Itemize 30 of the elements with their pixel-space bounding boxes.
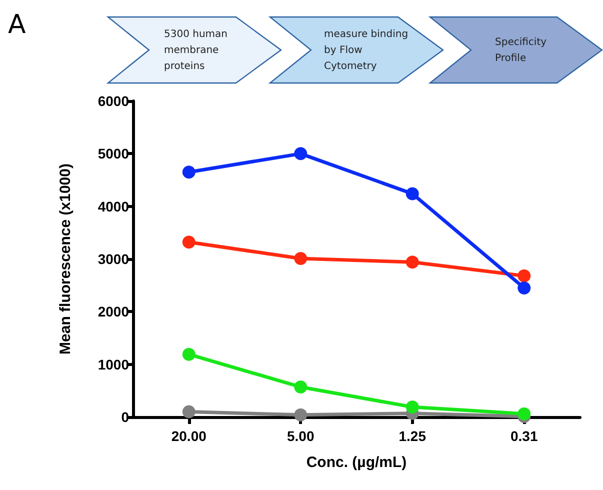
point xyxy=(406,256,419,269)
point xyxy=(294,380,308,394)
y-tick-label: 3000 xyxy=(98,251,130,267)
point xyxy=(294,252,308,265)
y-tick-label: 5000 xyxy=(98,146,130,162)
point xyxy=(406,400,419,414)
x-axis-title: Conc. (µg/mL) xyxy=(306,454,407,471)
point xyxy=(182,236,196,249)
x-tick-label: 5.00 xyxy=(287,428,314,444)
point xyxy=(294,147,308,160)
y-tick-label: 4000 xyxy=(98,198,130,214)
point xyxy=(294,408,308,422)
text: A xyxy=(8,10,26,40)
text: 5300 human membrane proteins xyxy=(164,28,229,74)
x-tick-label: 20.00 xyxy=(171,428,207,444)
y-axis-title: Mean fluorescence (x1000) xyxy=(57,164,74,354)
point xyxy=(518,407,531,420)
point xyxy=(518,269,531,282)
point xyxy=(182,405,196,418)
x-tick-label: 0.31 xyxy=(510,428,538,444)
text: Specificity Profile xyxy=(495,36,548,66)
point xyxy=(182,166,196,179)
y-tick-label: 2000 xyxy=(98,304,130,320)
text: measure binding by Flow Cytometry xyxy=(324,28,410,74)
y-tick-label: 6000 xyxy=(98,93,130,109)
point xyxy=(406,187,419,200)
point xyxy=(182,348,196,361)
point xyxy=(518,281,531,294)
y-tick-label: 1000 xyxy=(98,356,130,372)
x-tick-label: 1.25 xyxy=(398,428,426,444)
